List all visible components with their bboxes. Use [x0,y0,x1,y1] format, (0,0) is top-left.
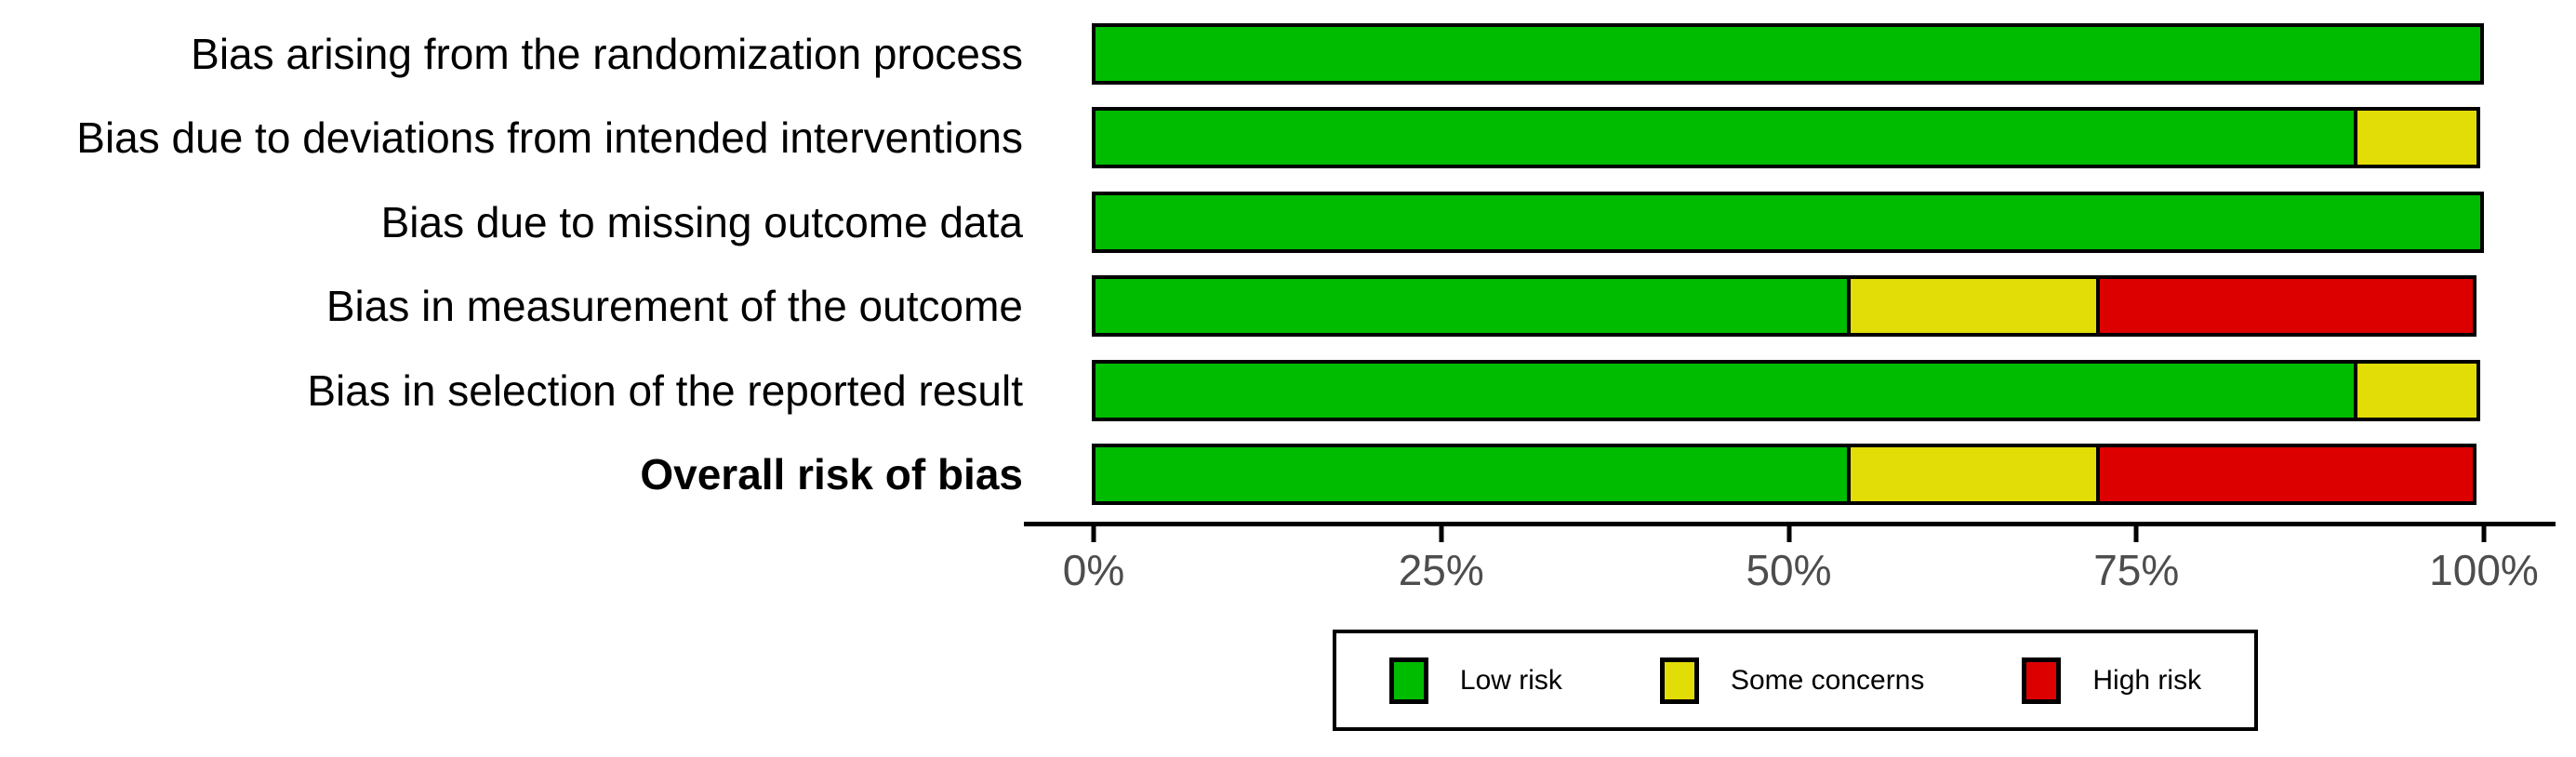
bar-segment-low-risk [1092,23,2484,85]
bar-track [1092,107,2484,169]
x-axis-tick-mark [1091,526,1096,542]
category-label: Overall risk of bias [640,450,1023,498]
x-axis-tick-mark [2481,526,2487,542]
legend-swatch-icon [1659,657,1699,704]
x-axis-tick-label: 100% [2429,546,2539,594]
bar-row: Bias arising from the randomization proc… [0,23,2576,85]
bar-segment-high-risk [2096,444,2476,505]
bar-segment-low-risk [1092,275,1851,338]
bar-segment-some-concerns [2353,359,2480,421]
bar-segment-low-risk [1092,191,2484,253]
bar-track [1092,275,2484,338]
x-axis-tick-label: 0% [1062,546,1125,594]
bar-row: Bias in selection of the reported result [0,359,2576,421]
legend-swatch-icon [2022,657,2062,704]
x-axis-tick-label: 75% [2093,546,2180,594]
legend-item-high-risk: High risk [2022,657,2201,704]
bar-track [1092,444,2484,505]
bar-segment-some-concerns [2353,107,2480,169]
x-axis-tick-mark [1786,526,1791,542]
x-axis-tick-label: 25% [1398,546,1484,594]
bar-segment-some-concerns [1846,444,2101,505]
bar-track [1092,359,2484,421]
legend-item-some-concerns: Some concerns [1659,657,1925,704]
category-label: Bias in selection of the reported result [307,365,1023,415]
bar-row: Bias in measurement of the outcome [0,275,2576,338]
legend-swatch-icon [1388,657,1428,704]
bar-segment-low-risk [1092,444,1851,505]
category-label: Bias due to missing outcome data [380,197,1023,246]
x-axis-line [1024,522,2556,526]
bar-segment-low-risk [1092,107,2357,169]
bar-track [1092,23,2484,85]
bar-segment-some-concerns [1846,275,2101,338]
category-label: Bias in measurement of the outcome [325,282,1023,331]
bar-segment-low-risk [1092,359,2357,421]
bar-track [1092,191,2484,253]
legend-label: Some concerns [1730,664,1925,696]
bar-row: Overall risk of bias [0,444,2576,505]
legend-label: Low risk [1459,664,1562,696]
legend-label: High risk [2092,664,2202,696]
bar-row: Bias due to missing outcome data [0,191,2576,253]
x-axis-tick-label: 50% [1746,546,1832,594]
category-label: Bias due to deviations from intended int… [76,113,1023,163]
legend: Low risk Some concerns High risk [1333,630,2258,731]
bar-segment-high-risk [2096,275,2476,338]
x-axis-tick-mark [2133,526,2139,542]
legend-item-low-risk: Low risk [1388,657,1562,704]
bar-row: Bias due to deviations from intended int… [0,107,2576,169]
category-label: Bias arising from the randomization proc… [191,30,1023,78]
x-axis-tick-mark [1439,526,1444,542]
